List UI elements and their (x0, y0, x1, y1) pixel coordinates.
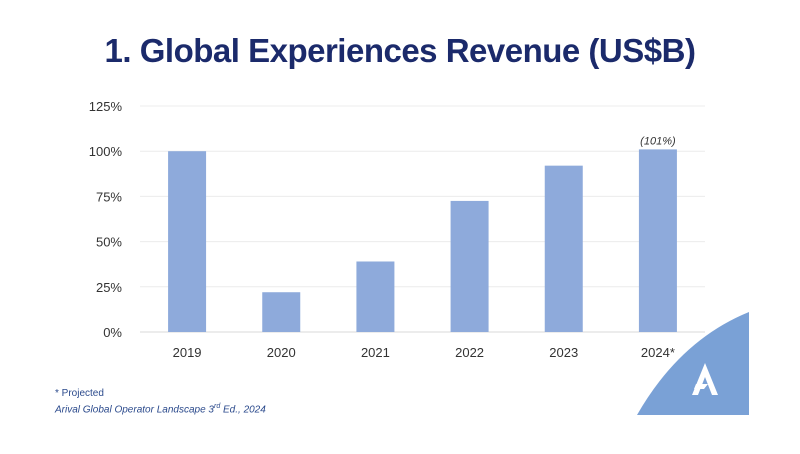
x-tick-label: 2022 (455, 345, 484, 360)
bar-2021 (356, 261, 395, 332)
chart-title: 1. Global Experiences Revenue (US$B) (104, 32, 696, 69)
footnote-projected: * Projected (55, 388, 104, 399)
x-tick-label: 2023 (549, 345, 578, 360)
source-text-end: Ed., 2024 (220, 404, 266, 416)
bar-2020 (262, 292, 301, 332)
source-text: Arival Global Operator Landscape 3 (55, 404, 214, 416)
x-tick-label: 2019 (173, 345, 202, 360)
data-label: (101%) (640, 135, 676, 147)
logo-background (637, 312, 749, 415)
y-tick-label: 75% (96, 189, 122, 204)
y-tick-label: 50% (96, 235, 122, 250)
x-tick-label: 2020 (267, 345, 296, 360)
source-sup: rd (213, 403, 221, 410)
bar-2019 (168, 151, 207, 332)
bar-2022 (450, 200, 489, 332)
footnote-source: Arival Global Operator Landscape 3rd Ed.… (55, 403, 266, 415)
bar-2023 (544, 165, 583, 332)
y-tick-label: 25% (96, 280, 122, 295)
logo-accent (694, 384, 708, 389)
y-tick-label: 100% (89, 144, 123, 159)
x-tick-label: 2024* (641, 345, 675, 360)
x-tick-label: 2021 (361, 345, 390, 360)
y-tick-label: 0% (103, 325, 122, 340)
y-tick-label: 125% (89, 99, 123, 114)
bar-2024* (638, 149, 677, 332)
